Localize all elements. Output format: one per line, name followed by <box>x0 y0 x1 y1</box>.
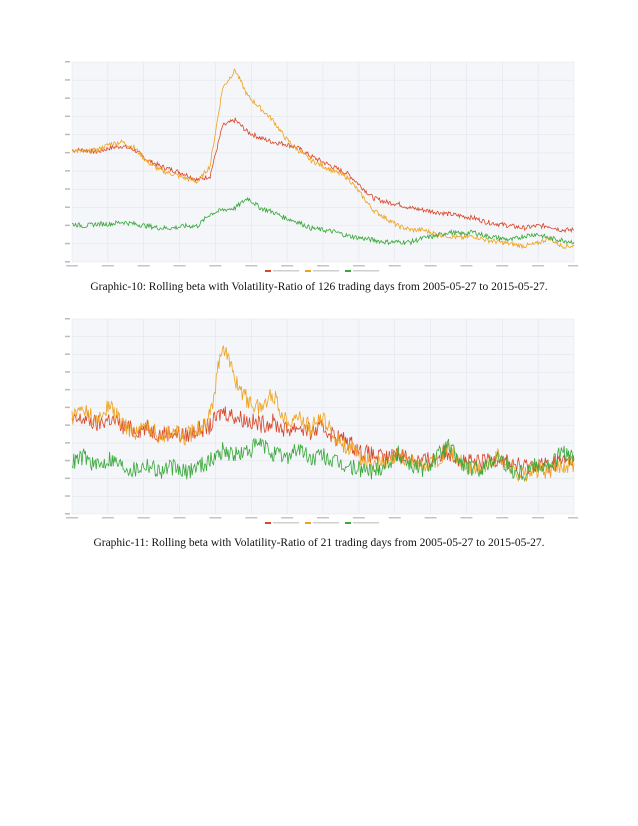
y-tick-label <box>65 335 70 338</box>
legend-label <box>273 270 299 272</box>
x-tick-label <box>317 517 329 519</box>
y-tick-label <box>65 242 70 245</box>
x-tick-label <box>460 265 473 267</box>
x-tick-label <box>281 265 294 267</box>
y-tick-label <box>65 477 70 480</box>
y-tick-label <box>65 97 70 99</box>
legend-label <box>273 522 299 524</box>
y-tick-label <box>65 495 70 497</box>
graphic-10-plot <box>65 61 580 272</box>
legend-swatch <box>265 270 271 272</box>
x-tick-label <box>352 265 365 267</box>
graphic-11-plot <box>65 318 580 524</box>
graphic-11-caption: Graphic-11: Rolling beta with Volatility… <box>93 537 545 549</box>
y-tick-label <box>65 459 70 462</box>
y-tick-label <box>65 61 70 63</box>
x-tick-label <box>424 517 437 519</box>
series-line-2 <box>71 68 575 250</box>
legend-label <box>313 270 339 272</box>
x-tick-label <box>496 517 509 519</box>
legend-swatch <box>345 522 351 524</box>
y-tick-label <box>65 151 70 154</box>
x-tick-label <box>317 265 329 267</box>
legend-label <box>353 270 379 272</box>
x-tick-label <box>245 517 258 519</box>
x-tick-label <box>388 265 401 267</box>
x-tick-label <box>66 265 78 267</box>
y-tick-label <box>65 206 70 208</box>
y-tick-label <box>65 261 70 263</box>
x-tick-label <box>101 265 114 267</box>
legend-swatch <box>305 522 311 524</box>
legend-swatch <box>265 522 271 524</box>
x-tick-label <box>209 517 222 519</box>
x-tick-label <box>66 517 78 519</box>
x-tick-label <box>173 265 186 267</box>
series-line-3 <box>71 437 575 483</box>
legend-swatch <box>305 270 311 272</box>
y-tick-label <box>65 353 70 355</box>
x-tick-label <box>209 265 222 267</box>
x-tick-label <box>496 265 509 267</box>
y-tick-label <box>65 388 70 391</box>
graphic-11-chart <box>62 315 580 528</box>
y-tick-label <box>65 442 70 444</box>
x-tick-label <box>352 517 365 519</box>
legend-label <box>353 522 379 524</box>
x-tick-label <box>101 517 114 519</box>
x-tick-label <box>137 265 150 267</box>
y-tick-label <box>65 318 70 320</box>
y-tick-label <box>65 170 70 172</box>
x-tick-label <box>245 265 258 267</box>
x-tick-label <box>568 517 580 519</box>
y-tick-label <box>65 79 70 81</box>
x-tick-label <box>137 517 150 519</box>
y-tick-label <box>65 424 70 426</box>
x-tick-label <box>424 265 437 267</box>
x-tick-label <box>173 517 186 519</box>
graphic-10-caption: Graphic-10: Rolling beta with Volatility… <box>90 281 548 293</box>
x-tick-label <box>568 265 580 267</box>
series-line-1 <box>71 117 575 234</box>
series-line-3 <box>71 196 575 246</box>
x-tick-label <box>532 265 545 267</box>
legend-label <box>313 522 339 524</box>
y-tick-label <box>65 188 70 190</box>
x-tick-label <box>460 517 473 519</box>
x-tick-label <box>532 517 545 519</box>
y-tick-label <box>65 133 70 136</box>
y-tick-label <box>65 371 70 373</box>
y-tick-label <box>65 513 70 515</box>
y-tick-label <box>65 224 70 227</box>
y-tick-label <box>65 115 70 118</box>
legend-swatch <box>345 270 351 272</box>
graphic-10-chart <box>62 58 580 276</box>
x-tick-label <box>281 517 294 519</box>
y-tick-label <box>65 406 70 409</box>
x-tick-label <box>388 517 401 519</box>
